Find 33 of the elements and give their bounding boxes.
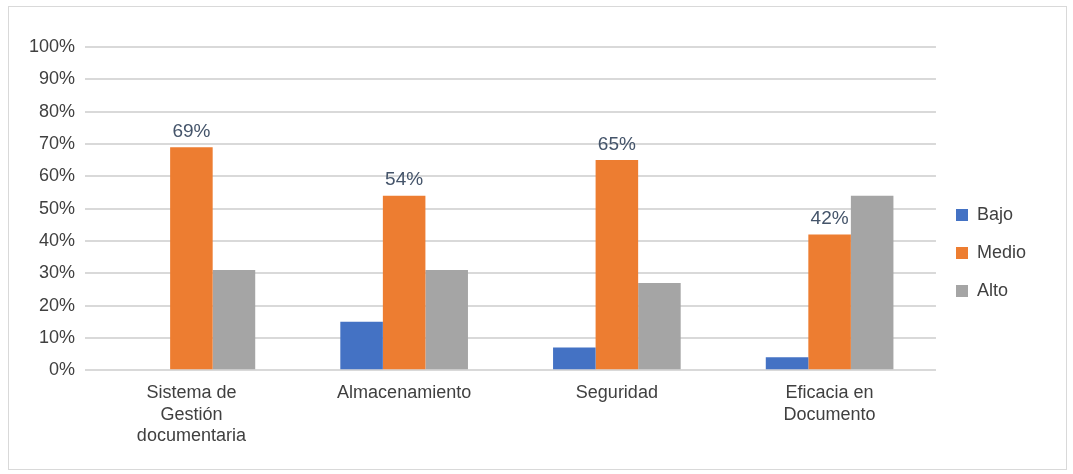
legend-label: Alto xyxy=(976,279,1009,300)
y-tick-label: 90% xyxy=(39,68,76,89)
data-label: 54% xyxy=(385,168,424,190)
x-tick-label: Almacenamiento xyxy=(337,381,472,402)
y-tick-label: 50% xyxy=(39,197,76,218)
y-tick-label: 10% xyxy=(39,326,76,347)
x-tick-label: Eficacia en Documento xyxy=(783,381,876,424)
x-tick-label: Seguridad xyxy=(575,381,658,402)
data-label: 65% xyxy=(597,132,636,154)
y-tick-label: 20% xyxy=(39,294,76,315)
y-tick-label: 70% xyxy=(39,132,76,153)
bar xyxy=(340,321,383,370)
bar xyxy=(425,270,468,370)
bar xyxy=(765,357,809,370)
y-tick-label: 40% xyxy=(39,229,76,250)
data-label: 42% xyxy=(810,207,849,229)
x-tick-label: Sistema de Gestión documentaria xyxy=(136,381,247,446)
bar xyxy=(553,347,596,370)
data-label: 69% xyxy=(172,119,211,141)
legend-label: Medio xyxy=(976,241,1027,262)
bar xyxy=(212,270,256,370)
bar xyxy=(808,234,851,370)
bar xyxy=(170,147,213,370)
bar xyxy=(638,282,681,370)
y-tick-label: 80% xyxy=(39,100,76,121)
bar xyxy=(382,195,426,370)
y-tick-label: 30% xyxy=(39,262,76,283)
bar xyxy=(850,195,894,370)
y-tick-label: 0% xyxy=(49,359,76,380)
legend-label: Bajo xyxy=(976,203,1014,224)
y-tick-label: 100% xyxy=(28,35,76,56)
bar xyxy=(595,160,639,370)
y-tick-label: 60% xyxy=(39,165,76,186)
